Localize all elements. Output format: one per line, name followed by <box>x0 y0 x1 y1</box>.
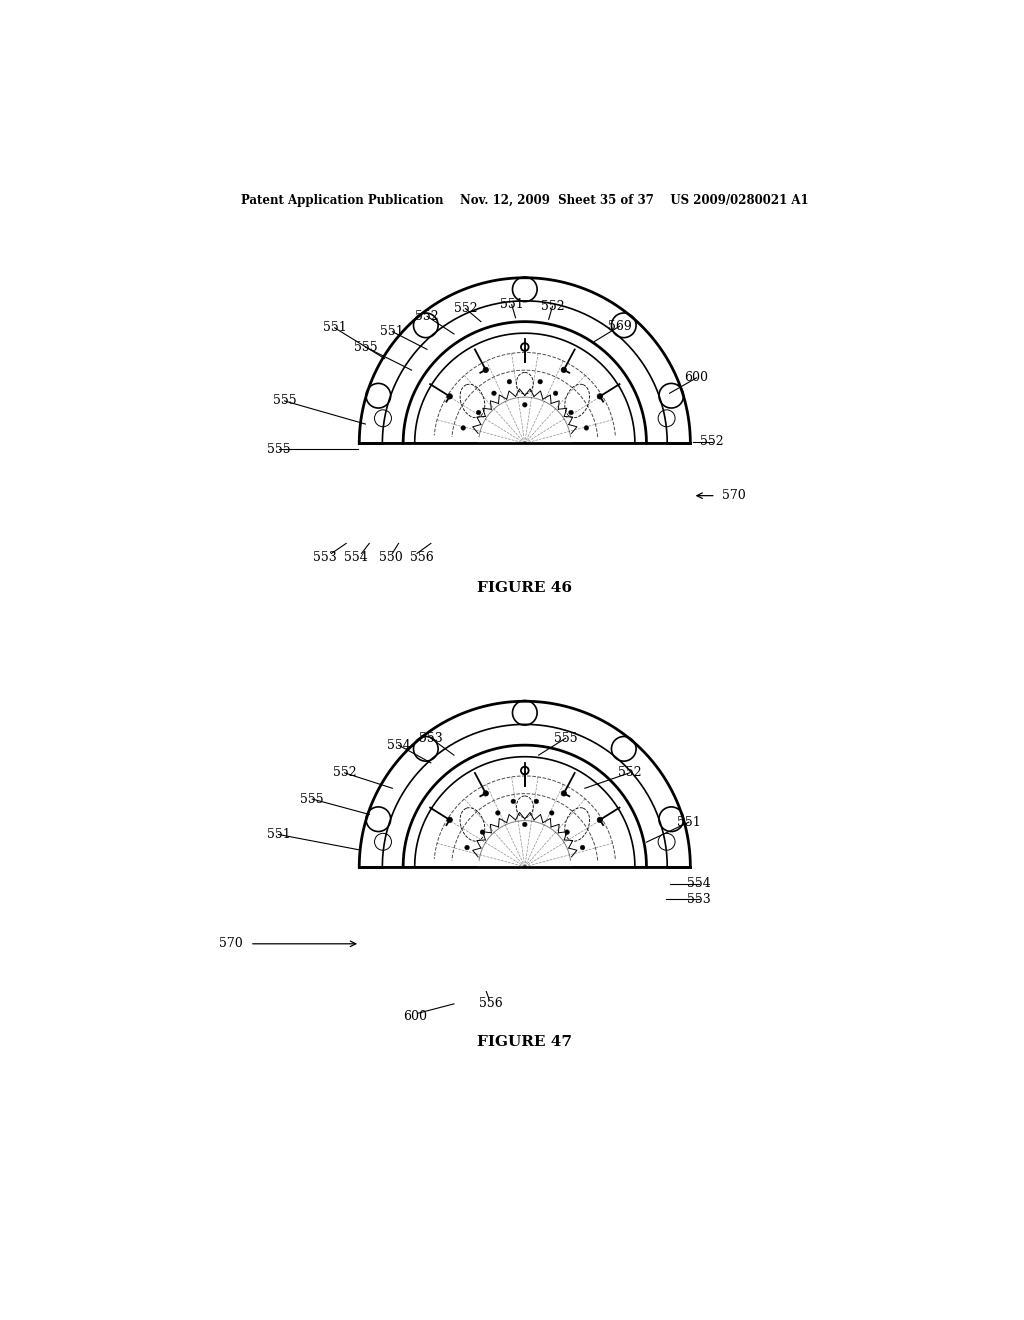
Circle shape <box>447 817 453 822</box>
Circle shape <box>522 822 527 826</box>
Text: 570: 570 <box>722 490 745 502</box>
Circle shape <box>565 830 569 834</box>
Text: 554: 554 <box>687 878 711 890</box>
Circle shape <box>584 425 589 430</box>
Text: 552: 552 <box>700 436 724 449</box>
Text: 600: 600 <box>684 371 709 384</box>
Text: FIGURE 46: FIGURE 46 <box>477 581 572 595</box>
Text: 551: 551 <box>500 298 523 312</box>
Circle shape <box>535 799 539 804</box>
Text: 551: 551 <box>381 325 404 338</box>
Text: 556: 556 <box>479 998 503 1010</box>
Circle shape <box>483 791 488 796</box>
Circle shape <box>480 830 484 834</box>
Circle shape <box>507 379 512 384</box>
Circle shape <box>496 810 500 816</box>
Text: 554: 554 <box>387 739 411 751</box>
Text: 551: 551 <box>323 321 346 334</box>
Text: 556: 556 <box>410 550 433 564</box>
Text: 600: 600 <box>403 1010 427 1023</box>
Text: 552: 552 <box>617 767 641 779</box>
Text: 553: 553 <box>419 731 442 744</box>
Text: 555: 555 <box>267 444 291 455</box>
Circle shape <box>553 391 558 396</box>
Text: 555: 555 <box>554 731 578 744</box>
Text: 551: 551 <box>266 828 290 841</box>
Text: 555: 555 <box>353 341 377 354</box>
Circle shape <box>597 817 602 822</box>
Text: 553: 553 <box>687 892 711 906</box>
Circle shape <box>550 810 554 816</box>
Text: 570: 570 <box>219 937 243 950</box>
Text: 550: 550 <box>379 550 402 564</box>
Circle shape <box>568 411 573 414</box>
Circle shape <box>561 367 566 372</box>
Text: 552: 552 <box>415 310 439 323</box>
Circle shape <box>447 393 453 399</box>
Text: Patent Application Publication    Nov. 12, 2009  Sheet 35 of 37    US 2009/02800: Patent Application Publication Nov. 12, … <box>241 194 809 207</box>
Circle shape <box>597 393 602 399</box>
Text: 552: 552 <box>541 300 564 313</box>
Text: 551: 551 <box>677 816 700 829</box>
Text: 555: 555 <box>300 792 324 805</box>
Text: 553: 553 <box>313 550 337 564</box>
Text: 552: 552 <box>333 767 356 779</box>
Circle shape <box>538 379 543 384</box>
Circle shape <box>522 403 527 407</box>
Circle shape <box>461 425 466 430</box>
Text: FIGURE 47: FIGURE 47 <box>477 1035 572 1049</box>
Circle shape <box>483 367 488 372</box>
Text: 555: 555 <box>272 395 296 408</box>
Text: 552: 552 <box>454 302 477 315</box>
Circle shape <box>476 411 481 414</box>
Circle shape <box>465 845 469 850</box>
Circle shape <box>492 391 497 396</box>
Circle shape <box>561 791 566 796</box>
Circle shape <box>511 799 515 804</box>
Text: 554: 554 <box>344 550 368 564</box>
Circle shape <box>581 845 585 850</box>
Text: 569: 569 <box>607 319 632 333</box>
